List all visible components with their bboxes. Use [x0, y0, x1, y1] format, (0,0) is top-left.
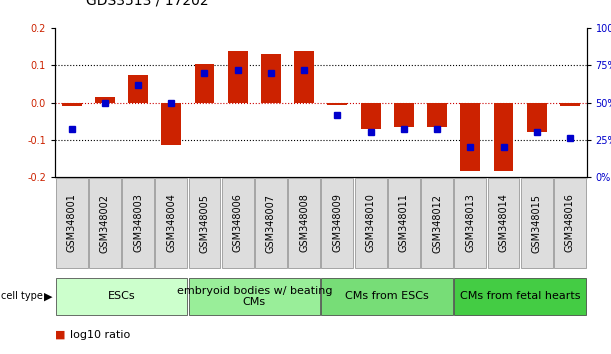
- Text: GSM348016: GSM348016: [565, 194, 575, 252]
- Text: GSM348006: GSM348006: [233, 194, 243, 252]
- Text: GSM348005: GSM348005: [200, 194, 210, 252]
- Text: GSM348004: GSM348004: [166, 194, 176, 252]
- FancyBboxPatch shape: [321, 278, 453, 315]
- Bar: [560, 103, 580, 106]
- FancyBboxPatch shape: [89, 178, 121, 268]
- Text: embryoid bodies w/ beating
CMs: embryoid bodies w/ beating CMs: [177, 286, 332, 307]
- Bar: [295, 51, 314, 103]
- Text: GSM348014: GSM348014: [499, 194, 508, 252]
- Text: GSM348009: GSM348009: [332, 194, 342, 252]
- Bar: [261, 55, 281, 103]
- Bar: [527, 103, 547, 132]
- FancyBboxPatch shape: [455, 178, 486, 268]
- Bar: [161, 103, 181, 145]
- FancyBboxPatch shape: [122, 178, 154, 268]
- Bar: [494, 103, 513, 171]
- Text: GDS3513 / 17202: GDS3513 / 17202: [86, 0, 208, 7]
- FancyBboxPatch shape: [56, 278, 187, 315]
- Bar: [228, 51, 247, 103]
- Bar: [95, 97, 115, 103]
- FancyBboxPatch shape: [455, 278, 586, 315]
- FancyBboxPatch shape: [554, 178, 586, 268]
- Bar: [194, 64, 214, 103]
- Text: GSM348013: GSM348013: [466, 194, 475, 252]
- FancyBboxPatch shape: [288, 178, 320, 268]
- Text: ■: ■: [55, 330, 65, 339]
- FancyBboxPatch shape: [388, 178, 420, 268]
- Text: ESCs: ESCs: [108, 291, 135, 302]
- Text: CMs from fetal hearts: CMs from fetal hearts: [460, 291, 580, 302]
- FancyBboxPatch shape: [321, 178, 353, 268]
- FancyBboxPatch shape: [189, 178, 221, 268]
- FancyBboxPatch shape: [488, 178, 519, 268]
- FancyBboxPatch shape: [56, 178, 87, 268]
- FancyBboxPatch shape: [354, 178, 387, 268]
- Text: GSM348008: GSM348008: [299, 194, 309, 252]
- FancyBboxPatch shape: [189, 278, 320, 315]
- Text: cell type: cell type: [1, 291, 43, 302]
- FancyBboxPatch shape: [222, 178, 254, 268]
- Text: GSM348010: GSM348010: [365, 194, 376, 252]
- Text: ▶: ▶: [44, 291, 53, 302]
- FancyBboxPatch shape: [521, 178, 553, 268]
- Text: GSM348012: GSM348012: [432, 194, 442, 252]
- Text: GSM348001: GSM348001: [67, 194, 76, 252]
- Text: CMs from ESCs: CMs from ESCs: [345, 291, 429, 302]
- Bar: [128, 75, 148, 103]
- Bar: [394, 103, 414, 127]
- Text: GSM348015: GSM348015: [532, 194, 542, 252]
- Text: log10 ratio: log10 ratio: [70, 330, 131, 339]
- FancyBboxPatch shape: [155, 178, 187, 268]
- Text: GSM348007: GSM348007: [266, 194, 276, 252]
- Text: GSM348003: GSM348003: [133, 194, 143, 252]
- Bar: [460, 103, 480, 171]
- Text: GSM348002: GSM348002: [100, 194, 110, 252]
- FancyBboxPatch shape: [255, 178, 287, 268]
- Bar: [62, 103, 82, 106]
- Bar: [327, 103, 347, 104]
- Text: GSM348011: GSM348011: [399, 194, 409, 252]
- Bar: [360, 103, 381, 129]
- Bar: [427, 103, 447, 127]
- FancyBboxPatch shape: [421, 178, 453, 268]
